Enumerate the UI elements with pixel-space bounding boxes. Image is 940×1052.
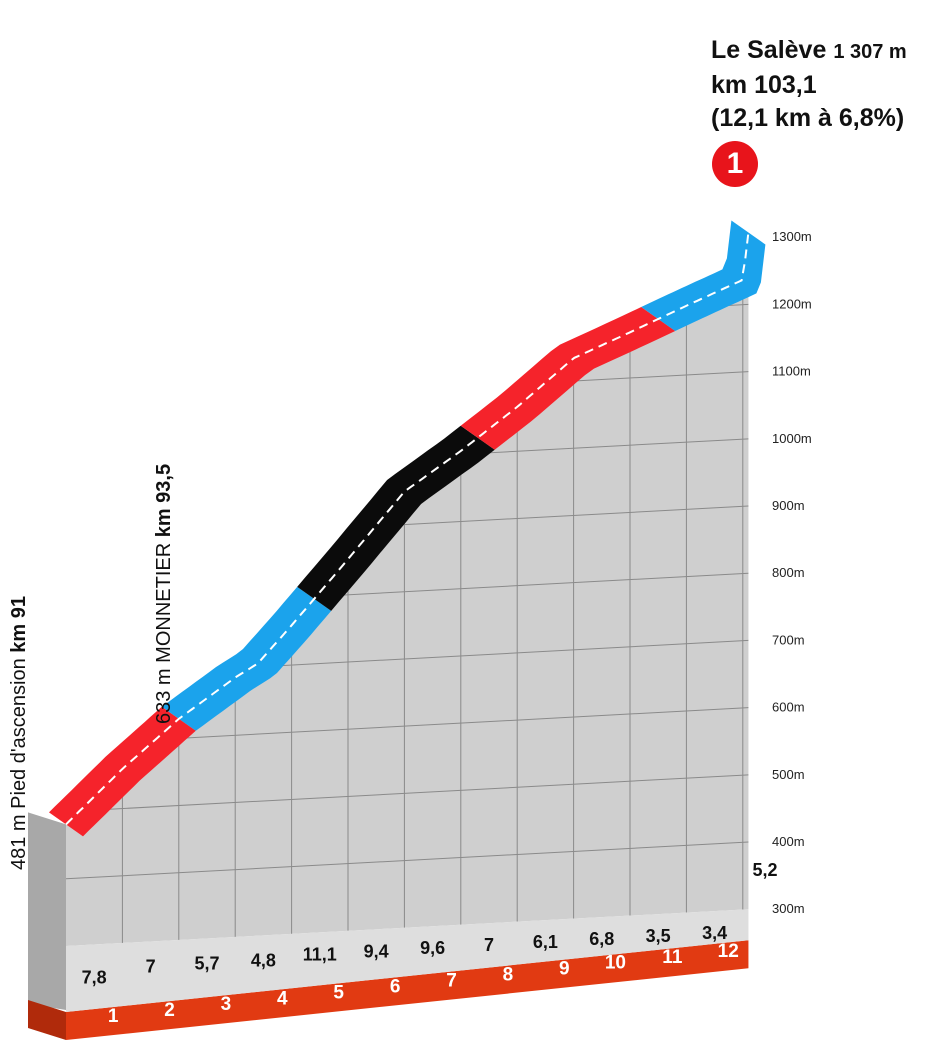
gradient-label: 11,1 xyxy=(303,944,337,964)
mid-km: km 93,5 xyxy=(153,463,175,538)
km-label: 12 xyxy=(718,941,739,962)
gradient-label: 9,6 xyxy=(420,938,445,958)
profile-face xyxy=(28,232,749,1010)
mid-name: MONNETIER xyxy=(153,542,175,663)
km-label: 11 xyxy=(662,947,683,968)
profile-left-side xyxy=(28,812,66,1010)
grid-horizontal xyxy=(375,505,749,527)
grid-horizontal xyxy=(252,639,749,668)
gradient-labels: 7,8 7 5,7 4,8 11,1 9,4 9,6 7 6,1 6,8 3,5 3,4 5,2 xyxy=(82,860,778,987)
start-km: km 91 xyxy=(8,595,30,653)
summit-label: Le Salève 1 307 m km 103,1 (12,1 km à 6,… xyxy=(711,34,907,135)
y-tick-label: 1200m xyxy=(772,296,812,311)
gradient-label: 6,1 xyxy=(533,932,558,952)
grid-horizontal xyxy=(65,841,749,880)
y-tick-label: 1100m xyxy=(772,364,811,379)
km-label: 3 xyxy=(221,994,232,1015)
grid-horizontal xyxy=(155,707,749,741)
y-tick-label: 500m xyxy=(772,767,805,782)
profile-area xyxy=(66,232,749,947)
start-altitude: 481 m xyxy=(8,814,30,870)
mid-waypoint-label: 633 m MONNETIER km 93,5 xyxy=(153,464,176,724)
gradient-label: 5,2 xyxy=(752,860,777,880)
km-label: 5 xyxy=(333,982,344,1003)
start-name: Pied d'ascension xyxy=(8,658,30,809)
ribbon-centerline xyxy=(65,232,750,826)
ribbon-segment xyxy=(161,586,332,731)
km-band-face xyxy=(66,940,749,1040)
km-label: 1 xyxy=(108,1006,119,1027)
mid-altitude: 633 m xyxy=(153,668,175,724)
gradient-label: 9,4 xyxy=(364,941,389,961)
km-label: 8 xyxy=(503,965,514,986)
y-tick-label: 1000m xyxy=(772,431,812,446)
summit-name: Le Salève xyxy=(711,36,827,64)
km-band: 1 2 3 4 5 6 7 8 9 10 11 12 xyxy=(28,909,749,1040)
grid-horizontal xyxy=(80,774,749,812)
gradient-label: 4,8 xyxy=(251,950,276,970)
y-tick-label: 300m xyxy=(772,901,805,916)
km-label: 4 xyxy=(277,988,288,1009)
summit-km: km 103,1 xyxy=(711,71,817,99)
ribbon-segment xyxy=(641,220,766,331)
km-band-side xyxy=(28,1000,66,1040)
y-tick-label: 800m xyxy=(772,565,805,580)
y-tick-label: 1300m xyxy=(772,229,812,244)
grid-horizontal xyxy=(316,572,749,598)
base-face xyxy=(66,909,749,1012)
start-waypoint-label: 481 m Pied d'ascension km 91 xyxy=(8,596,31,870)
km-label: 6 xyxy=(390,976,401,997)
profile-grid xyxy=(65,236,749,943)
summit-altitude: 1 307 m xyxy=(833,41,907,63)
gradient-label: 6,8 xyxy=(589,929,614,949)
ribbon-segment xyxy=(297,425,495,611)
gradient-label: 7,8 xyxy=(82,967,107,987)
difficulty-ribbon xyxy=(49,220,766,837)
ribbon-segment xyxy=(49,706,196,837)
y-axis: 300m 400m 500m 600m 700m 800m 900m 1000m 1100m 12… xyxy=(772,229,812,916)
grid-horizontal xyxy=(456,438,749,456)
km-label: 2 xyxy=(164,1000,175,1021)
gradient-label: 3,4 xyxy=(702,923,727,943)
summit-stats: (12,1 km à 6,8%) xyxy=(711,104,905,132)
gradient-label: 5,7 xyxy=(194,953,219,973)
y-tick-label: 900m xyxy=(772,498,805,513)
y-tick-label: 600m xyxy=(772,700,805,715)
ribbon-segment xyxy=(460,307,676,450)
gradient-label: 3,5 xyxy=(646,926,671,946)
km-label: 10 xyxy=(605,953,626,974)
category-badge: 1 xyxy=(712,141,758,187)
y-tick-label: 700m xyxy=(772,632,805,647)
y-tick-label: 400m xyxy=(772,834,805,849)
gradient-label: 7 xyxy=(146,956,156,976)
grid-horizontal xyxy=(545,371,749,384)
gradient-label: 7 xyxy=(484,935,494,955)
km-label: 7 xyxy=(446,971,457,992)
km-label: 9 xyxy=(559,959,570,980)
